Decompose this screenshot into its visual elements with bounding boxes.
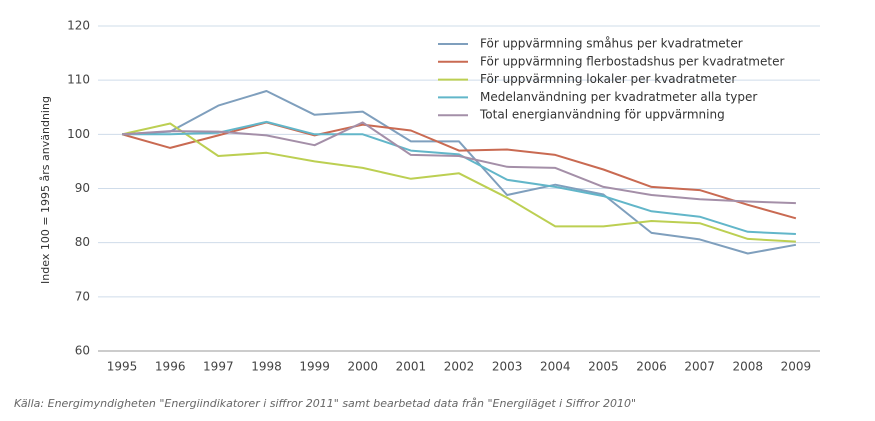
x-tick-label: 1998	[251, 360, 282, 374]
y-tick-label: 90	[75, 181, 90, 195]
source-note: Källa: Energimyndigheten "Energiindikato…	[14, 397, 636, 410]
x-tick-label: 1996	[155, 360, 186, 374]
legend-label: För uppvärmning flerbostadshus per kvadr…	[480, 54, 784, 68]
x-tick-label: 2008	[733, 360, 764, 374]
x-tick-label: 2002	[444, 360, 475, 374]
legend-label: Total energianvändning för uppvärmning	[479, 108, 725, 122]
x-tick-label: 2004	[540, 360, 571, 374]
x-tick-label: 2007	[684, 360, 715, 374]
y-tick-label: 60	[75, 344, 90, 358]
x-tick-label: 2003	[492, 360, 523, 374]
y-tick-label: 110	[67, 73, 90, 87]
y-tick-label: 70	[75, 289, 90, 303]
series-line	[122, 90, 797, 255]
legend-label: För uppvärmning småhus per kvadratmeter	[480, 37, 743, 51]
legend-label: Medelanvändning per kvadratmeter alla ty…	[480, 90, 757, 104]
x-tick-label: 2001	[396, 360, 427, 374]
series-line	[122, 121, 796, 205]
x-tick-label: 2005	[588, 360, 619, 374]
x-tick-label: 2009	[781, 360, 812, 374]
y-tick-label: 120	[67, 19, 90, 33]
series-line	[121, 121, 797, 220]
x-tick-label: 2000	[347, 360, 378, 374]
x-tick-label: 1995	[107, 360, 138, 374]
legend-label: För uppvärmning lokaler per kvadratmeter	[480, 72, 736, 86]
x-tick-label: 2006	[636, 360, 667, 374]
y-tick-label: 80	[75, 235, 90, 249]
series-line	[121, 122, 796, 243]
x-tick-label: 1999	[299, 360, 330, 374]
y-tick-label: 100	[67, 127, 90, 141]
series-line	[122, 120, 796, 235]
x-tick-label: 1997	[203, 360, 234, 374]
y-axis-label: Index 100 = 1995 års användning	[39, 96, 52, 284]
